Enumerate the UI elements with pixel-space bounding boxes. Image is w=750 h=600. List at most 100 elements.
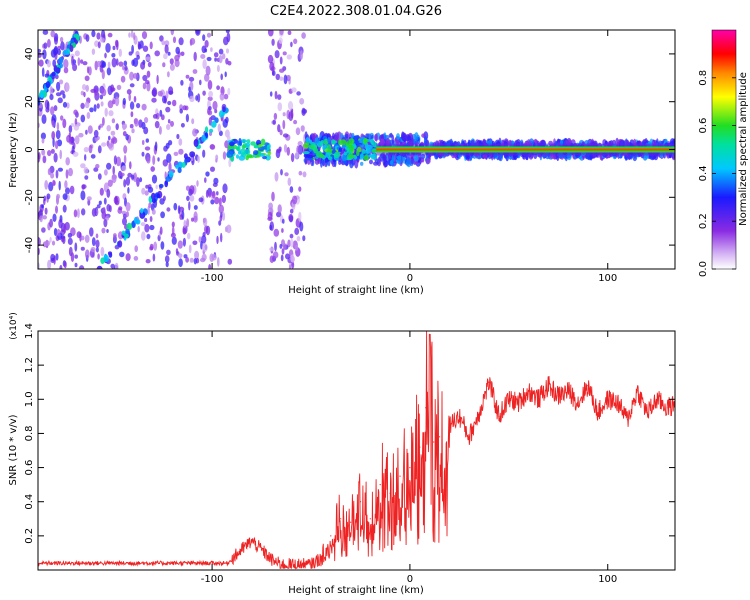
heatmap-cluster-blob <box>313 147 318 154</box>
y-tick-label: 20 <box>24 95 35 108</box>
heatmap-speckle <box>49 218 53 228</box>
heatmap-speckle <box>179 108 183 114</box>
heatmap-speckle <box>218 55 223 64</box>
heatmap-speckle <box>207 191 212 198</box>
heatmap-speckle <box>267 54 274 64</box>
heatmap-speckle <box>295 127 301 136</box>
snr-xlabel: Height of straight line (km) <box>288 585 424 596</box>
heatmap-speckle <box>85 34 90 42</box>
heatmap-cluster-blob <box>327 156 333 161</box>
heatmap-speckle <box>165 261 169 268</box>
snr-data-point <box>359 501 362 503</box>
heatmap-speckle <box>213 177 219 185</box>
heatmap-speckle <box>124 65 128 71</box>
heatmap-speckle <box>178 258 183 268</box>
heatmap-speckle <box>175 46 180 55</box>
heatmap-speckle <box>144 146 151 151</box>
heatmap-speckle <box>216 191 219 196</box>
heatmap-speckle <box>125 253 131 262</box>
heatmap-speckle <box>90 246 96 253</box>
heatmap-speckle <box>68 125 73 133</box>
x-tick-label: -100 <box>201 574 224 585</box>
heatmap-speckle <box>68 136 72 145</box>
heatmap-speckle <box>143 126 149 135</box>
heatmap-cluster-blob <box>305 137 310 143</box>
heatmap-speckle <box>390 160 393 165</box>
heatmap-speckle <box>127 172 133 178</box>
heatmap-cluster-blob <box>226 150 234 158</box>
heatmap-speckle <box>273 228 280 237</box>
snr-data-point <box>508 398 510 400</box>
heatmap-speckle <box>189 37 196 45</box>
snr-data-point <box>260 548 263 551</box>
heatmap-speckle <box>101 142 107 147</box>
heatmap-speckle <box>217 123 221 133</box>
heatmap-speckle <box>282 51 287 56</box>
heatmap-speckle <box>197 155 200 163</box>
heatmap-speckle <box>50 148 55 154</box>
heatmap-speckle <box>102 206 106 216</box>
heatmap-speckle <box>44 180 49 190</box>
y-tick-label: 0 <box>24 146 35 152</box>
heatmap-speckle <box>97 253 100 260</box>
heatmap-speckle <box>165 90 169 99</box>
heatmap-speckle <box>167 100 172 106</box>
heatmap-speckle <box>63 223 67 234</box>
heatmap-speckle <box>118 48 123 57</box>
heatmap-cluster-blob <box>338 139 342 146</box>
heatmap-speckle <box>147 205 150 215</box>
heatmap-speckle <box>268 30 274 37</box>
heatmap-diagonal-blob <box>103 254 109 263</box>
heatmap-speckle <box>145 259 151 264</box>
heatmap-speckle <box>157 157 160 162</box>
heatmap-speckle <box>101 88 107 97</box>
snr-data-point <box>646 412 648 414</box>
heatmap-speckle <box>391 154 396 162</box>
heatmap-speckle <box>185 74 190 79</box>
heatmap-speckle <box>278 37 283 44</box>
heatmap-speckle <box>222 212 226 221</box>
heatmap-speckle <box>49 86 53 96</box>
heatmap-speckle <box>190 156 194 162</box>
heatmap-speckle <box>65 187 70 195</box>
heatmap-speckle <box>202 243 208 253</box>
heatmap-speckle <box>202 90 206 96</box>
heatmap-speckle <box>271 191 275 202</box>
heatmap-cluster-blob <box>356 150 360 157</box>
heatmap-speckle <box>182 105 187 111</box>
heatmap-speckle <box>295 244 299 251</box>
heatmap-speckle <box>288 215 294 223</box>
heatmap-cluster-blob <box>258 144 263 148</box>
heatmap-diagonal-blob <box>96 265 103 269</box>
heatmap-speckle <box>52 137 55 148</box>
heatmap-speckle <box>375 133 378 142</box>
heatmap-speckle <box>192 69 198 74</box>
heatmap-speckle <box>119 172 125 177</box>
heatmap-speckle <box>151 209 156 215</box>
heatmap-speckle <box>104 169 108 176</box>
heatmap-speckle <box>80 190 86 201</box>
heatmap-speckle <box>140 61 146 70</box>
heatmap-speckle <box>120 75 126 83</box>
heatmap-speckle <box>47 168 52 176</box>
heatmap-speckle <box>95 163 100 169</box>
heatmap-speckle <box>71 55 74 66</box>
heatmap-speckle <box>147 61 152 68</box>
heatmap-speckle <box>226 224 232 234</box>
heatmap-speckle <box>107 61 111 69</box>
heatmap-speckle <box>401 131 405 141</box>
heatmap-speckle <box>188 86 191 92</box>
heatmap-speckle <box>349 159 354 169</box>
heatmap-speckle <box>273 112 278 120</box>
heatmap-speckle <box>194 250 200 260</box>
heatmap-speckle <box>223 93 229 100</box>
heatmap-cluster-blob <box>338 147 342 152</box>
heatmap-speckle <box>166 124 171 130</box>
heatmap-speckle <box>188 76 195 82</box>
heatmap-speckle <box>90 154 96 159</box>
heatmap-speckle <box>74 135 80 145</box>
snr-data-point <box>399 475 401 477</box>
heatmap-speckle <box>91 237 96 247</box>
heatmap-speckle <box>185 113 189 123</box>
heatmap-speckle <box>129 71 134 81</box>
